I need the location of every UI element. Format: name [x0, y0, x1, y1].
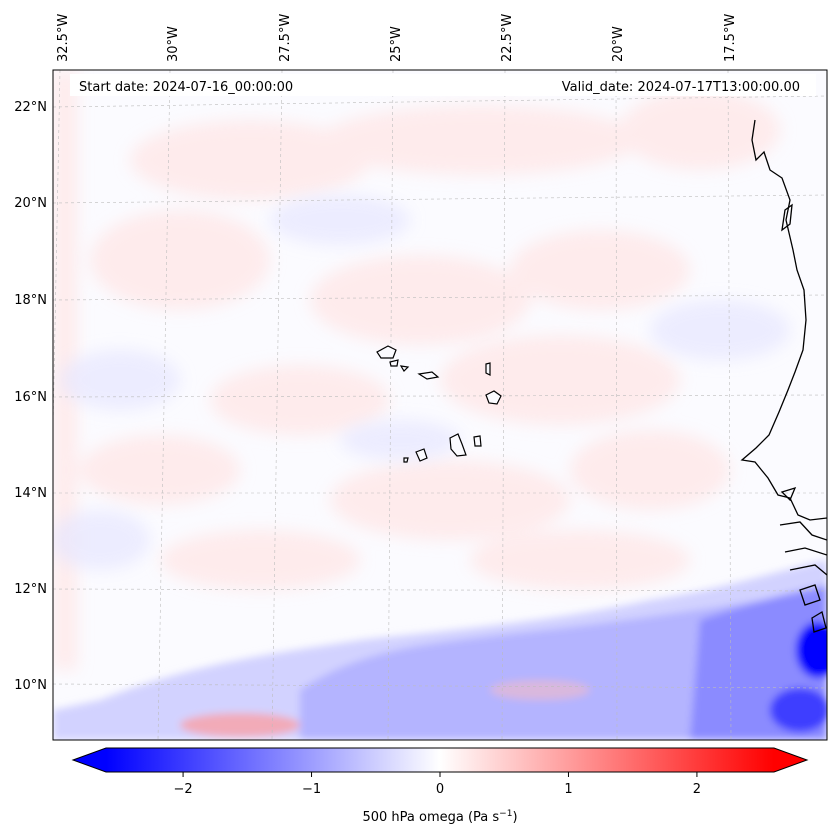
start-date: Start date: 2024-07-16_00:00:00: [79, 80, 293, 95]
longitude-labels: 32.5°W 30°W 27.5°W 25°W 22.5°W 20°W 17.5…: [56, 14, 738, 62]
graticule: [53, 70, 827, 740]
lon-label: 17.5°W: [723, 14, 738, 62]
lat-label: 22°N: [14, 100, 47, 115]
date-banner: [70, 74, 816, 96]
lon-label: 32.5°W: [56, 14, 71, 62]
colorbar-label: 500 hPa omega (Pa s−1): [362, 809, 517, 825]
lon-label: 20°W: [611, 26, 626, 62]
lat-label: 14°N: [14, 486, 47, 501]
lat-label: 18°N: [14, 293, 47, 308]
lat-label: 10°N: [14, 678, 47, 693]
cabo-verde-islands: [376, 345, 502, 463]
coastline: [740, 119, 827, 633]
map-frame: [52, 69, 828, 741]
lat-label: 12°N: [14, 582, 47, 597]
colorbar-tick-label: 1: [564, 782, 572, 797]
lat-label: 20°N: [14, 196, 47, 211]
latitude-labels: 22°N 20°N 18°N 16°N 14°N 12°N 10°N: [14, 100, 47, 693]
colorbar: −2 −1 0 1 2 500 hPa omega (Pa s−1): [71, 747, 809, 825]
colorbar-ticks: −2 −1 0 1 2: [173, 772, 701, 797]
colorbar-tick-label: 0: [436, 782, 444, 797]
lon-label: 22.5°W: [500, 14, 515, 62]
lat-label: 16°N: [14, 390, 47, 405]
colorbar-tick-label: −1: [302, 782, 321, 797]
lon-label: 27.5°W: [278, 14, 293, 62]
lon-label: 30°W: [166, 26, 181, 62]
omega-field: [53, 70, 827, 740]
lon-label: 25°W: [389, 26, 404, 62]
colorbar-tick-label: −2: [173, 782, 192, 797]
colorbar-tick-label: 2: [693, 782, 701, 797]
valid-date: Valid_date: 2024-07-17T13:00:00.00: [562, 80, 800, 95]
